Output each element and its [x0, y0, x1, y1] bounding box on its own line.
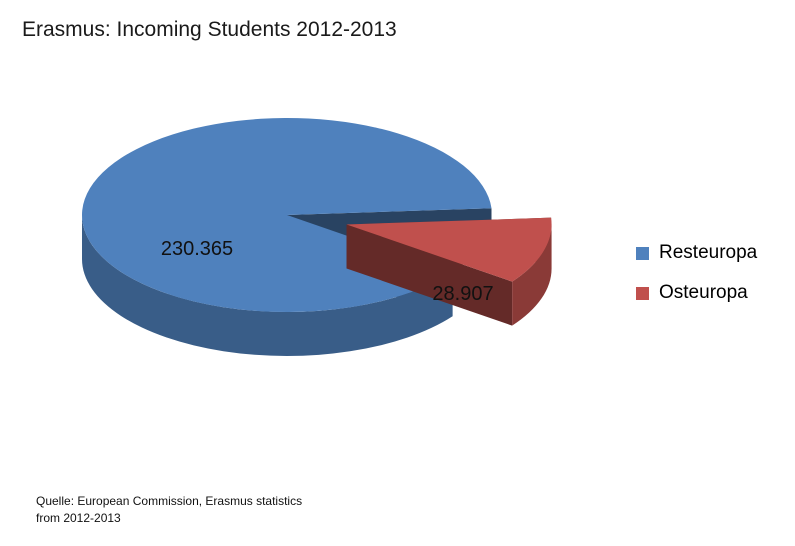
data-label-resteuropa: 230.365	[161, 238, 233, 260]
pie-slice-osteuropa-top	[346, 217, 552, 282]
legend-item-resteuropa: Resteuropa	[636, 240, 757, 266]
source-line-2: from 2012-2013	[36, 511, 121, 525]
source-line-1: Quelle: European Commission, Erasmus sta…	[36, 494, 303, 508]
chart-title: Erasmus: Incoming Students 2012-2013	[22, 18, 397, 41]
legend-swatch-resteuropa	[636, 246, 649, 260]
data-label-osteuropa: 28.907	[432, 283, 493, 305]
pie-slice-resteuropa-rim-0	[82, 215, 453, 357]
legend-item-osteuropa: Osteuropa	[636, 280, 757, 306]
legend-swatch-osteuropa	[636, 286, 649, 300]
pie-slice-osteuropa	[346, 217, 552, 326]
pie-slice-osteuropa-rim-0	[512, 224, 552, 326]
chart-legend: Resteuropa Osteuropa	[636, 240, 757, 306]
source-note: Quelle: European Commission, Erasmus sta…	[36, 493, 396, 527]
legend-label-osteuropa: Osteuropa	[659, 282, 748, 303]
pie-slice-osteuropa-wall-1	[346, 224, 513, 326]
legend-label-resteuropa: Resteuropa	[659, 242, 758, 263]
